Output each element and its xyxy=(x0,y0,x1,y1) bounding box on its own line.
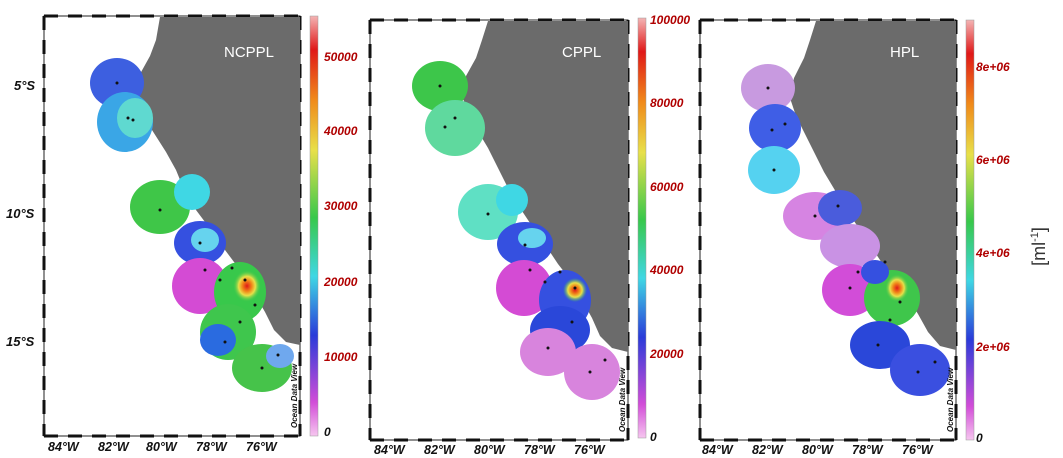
lat-label-10s: 10°S xyxy=(6,206,35,221)
lon-label: 84°W xyxy=(702,443,733,457)
map-panel-ncppl xyxy=(42,14,319,438)
station-dots xyxy=(438,84,607,374)
colorbar-tick: 20000 xyxy=(324,275,358,289)
colorbar-tick: 20000 xyxy=(650,347,684,361)
land-mass xyxy=(462,21,628,352)
colorbar-tick: 60000 xyxy=(650,180,684,194)
colorbar xyxy=(965,19,975,441)
land-mass xyxy=(790,21,956,350)
colorbar-tick: 0 xyxy=(976,431,983,445)
lon-label: 76°W xyxy=(902,443,933,457)
lon-label: 78°W xyxy=(524,443,555,457)
panel-title-ncppl: NCPPL xyxy=(224,44,275,61)
colorbar-tick: 0 xyxy=(324,425,331,439)
ocean-data-view-credit: Ocean Data View xyxy=(290,363,299,428)
map-panel-hpl xyxy=(698,18,975,442)
station-dots xyxy=(766,86,937,374)
colorbar-tick: 40000 xyxy=(650,263,684,277)
lon-label: 76°W xyxy=(574,443,605,457)
colorbar-tick: 0 xyxy=(650,430,657,444)
lon-label: 78°W xyxy=(196,440,227,454)
lat-label-5s: 5°S xyxy=(14,78,36,93)
panel-title-cppl: CPPL xyxy=(562,44,602,61)
colorbar-tick: 80000 xyxy=(650,96,684,110)
land-mass xyxy=(138,17,300,345)
lon-label: 84°W xyxy=(374,443,405,457)
colorbar-tick: 40000 xyxy=(324,124,358,138)
colorbar-tick: 100000 xyxy=(650,13,691,27)
colorbar-tick: 30000 xyxy=(324,199,358,213)
lon-label: 82°W xyxy=(752,443,783,457)
map-panel-cppl xyxy=(368,17,647,442)
colorbar-tick: 6e+06 xyxy=(976,153,1010,167)
colorbar-tick: 4e+06 xyxy=(976,246,1010,260)
lat-label-15s: 15°S xyxy=(6,334,35,349)
colorbar-tick: 10000 xyxy=(324,350,358,364)
lon-label: 78°W xyxy=(852,443,883,457)
unit-label: [ml-1] xyxy=(1028,227,1049,266)
colorbar-tick: 2e+06 xyxy=(976,340,1010,354)
data-patches xyxy=(90,58,294,392)
lon-label: 76°W xyxy=(246,440,277,454)
lon-label: 80°W xyxy=(802,443,833,457)
lon-label: 82°W xyxy=(424,443,455,457)
panel-title-hpl: HPL xyxy=(890,44,920,61)
lon-label: 82°W xyxy=(98,440,129,454)
lon-label: 80°W xyxy=(146,440,177,454)
station-dots xyxy=(115,81,280,370)
lon-label: 84°W xyxy=(48,440,79,454)
colorbar xyxy=(309,15,319,437)
colorbar xyxy=(637,17,647,439)
lon-label: 80°W xyxy=(474,443,505,457)
ocean-data-view-credit: Ocean Data View xyxy=(946,367,955,432)
colorbar-tick: 50000 xyxy=(324,50,358,64)
colorbar-tick: 8e+06 xyxy=(976,60,1010,74)
ocean-data-view-credit: Ocean Data View xyxy=(618,367,627,432)
